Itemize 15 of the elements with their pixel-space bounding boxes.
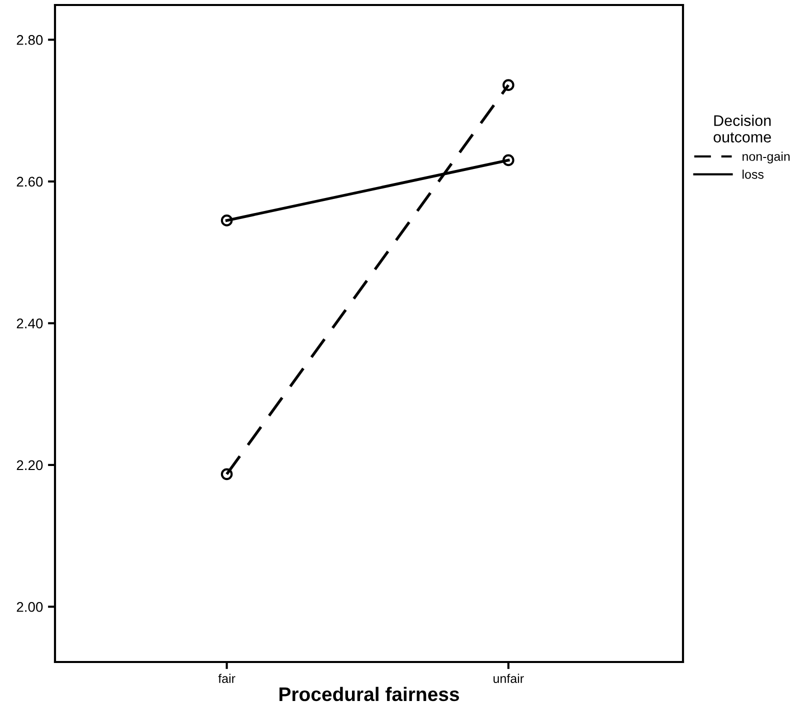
legend-title: Decision outcome (714, 114, 771, 142)
point (502, 154, 514, 166)
y-tick-label: 2.80 (16, 35, 43, 45)
x-axis-title: Procedural fairness (280, 686, 459, 702)
point (220, 468, 233, 480)
legend-label: loss (742, 170, 764, 179)
y-tick-label: 2.20 (16, 460, 43, 470)
point (220, 214, 233, 226)
point (502, 79, 514, 91)
x-tick-label: fair (218, 674, 236, 683)
y-tick-label: 2.00 (16, 602, 43, 612)
x-tick-label: unfair (494, 674, 524, 683)
y-tick-label: 2.60 (16, 176, 43, 187)
y-tick-label: 2.40 (16, 318, 43, 328)
legend-label: non-gain (742, 152, 790, 164)
